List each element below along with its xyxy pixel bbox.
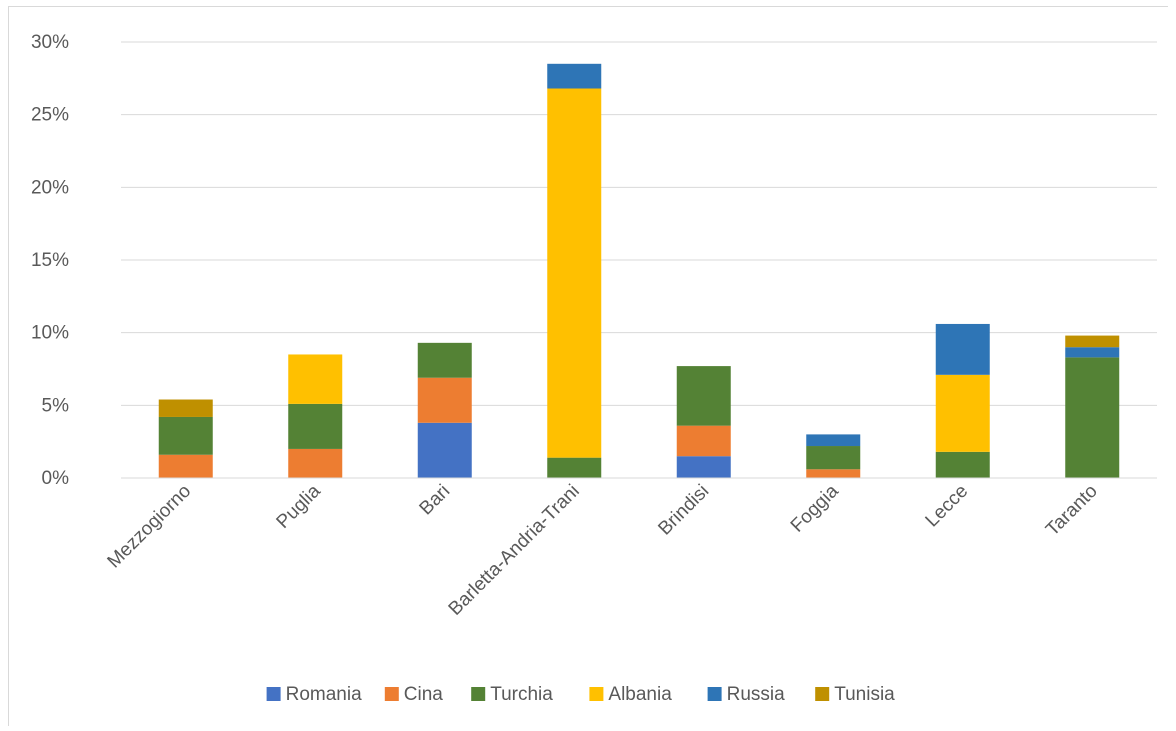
bar-segment-cina bbox=[288, 448, 343, 478]
y-tick-label: 15% bbox=[31, 250, 69, 271]
bar-segment-turchia bbox=[288, 403, 343, 449]
bar-segment-tunisia bbox=[1065, 335, 1120, 348]
bar-segment-russia bbox=[806, 434, 861, 447]
y-tick-label: 20% bbox=[31, 177, 69, 198]
bar-segment-turchia bbox=[1065, 357, 1120, 478]
y-tick-label: 10% bbox=[31, 323, 69, 344]
legend-label: Russia bbox=[727, 684, 786, 705]
legend-swatch-cina bbox=[384, 687, 399, 701]
bar-segment-cina bbox=[806, 469, 861, 478]
bar-segment-turchia bbox=[935, 451, 990, 478]
bar-segment-turchia bbox=[676, 366, 731, 426]
legend-label: Turchia bbox=[490, 684, 553, 705]
x-category-label: Lecce bbox=[922, 481, 973, 532]
legend-swatch-russia bbox=[707, 687, 722, 701]
x-category-label: Brindisi bbox=[654, 481, 713, 540]
chart-frame: 0% 5% 10% 15% 20% 25% 30% Mezzogiorno Puglia Bari… bbox=[8, 6, 1168, 726]
legend-swatch-romania bbox=[266, 687, 281, 701]
bar-segment-albania bbox=[288, 354, 343, 404]
bar-segment-tunisia bbox=[158, 399, 213, 417]
legend-label: Albania bbox=[608, 684, 672, 705]
bar-segment-cina bbox=[417, 377, 472, 423]
bar-segment-albania bbox=[935, 374, 990, 452]
bar-segment-turchia bbox=[547, 457, 602, 478]
gridlines bbox=[121, 41, 1157, 479]
x-category-label: Mezzogiorno bbox=[104, 481, 196, 573]
legend: Romania Cina Turchia Albania Russia Tunisia bbox=[266, 684, 895, 705]
legend-label: Romania bbox=[286, 684, 362, 705]
bar-segment-romania bbox=[417, 422, 472, 478]
x-category-label: Puglia bbox=[273, 480, 326, 533]
y-tick-label: 30% bbox=[31, 32, 69, 53]
x-category-label: Foggia bbox=[787, 480, 843, 536]
stacked-bar-chart: 0% 5% 10% 15% 20% 25% 30% Mezzogiorno Puglia Bari… bbox=[31, 32, 1157, 705]
legend-swatch-albania bbox=[589, 687, 604, 701]
y-tick-label: 5% bbox=[42, 395, 70, 416]
x-category-label: Barletta-Andria-Trani bbox=[445, 481, 584, 620]
x-category-label: Taranto bbox=[1042, 481, 1102, 541]
bars bbox=[158, 63, 1120, 478]
legend-label: Cina bbox=[404, 684, 444, 705]
bar-segment-turchia bbox=[417, 342, 472, 378]
bar-segment-turchia bbox=[158, 416, 213, 455]
bar-segment-romania bbox=[676, 456, 731, 478]
legend-swatch-tunisia bbox=[815, 687, 830, 701]
y-tick-label: 25% bbox=[31, 105, 69, 126]
legend-label: Tunisia bbox=[834, 684, 895, 705]
bar-segment-cina bbox=[158, 454, 213, 478]
bar-segment-albania bbox=[547, 88, 602, 458]
legend-swatch-turchia bbox=[471, 687, 486, 701]
bar-segment-russia bbox=[1065, 347, 1120, 358]
bar-segment-russia bbox=[935, 323, 990, 375]
bar-segment-turchia bbox=[806, 446, 861, 470]
y-tick-label: 0% bbox=[42, 468, 70, 489]
bar-segment-russia bbox=[547, 63, 602, 89]
bar-segment-cina bbox=[676, 425, 731, 457]
x-category-label: Bari bbox=[416, 481, 455, 520]
